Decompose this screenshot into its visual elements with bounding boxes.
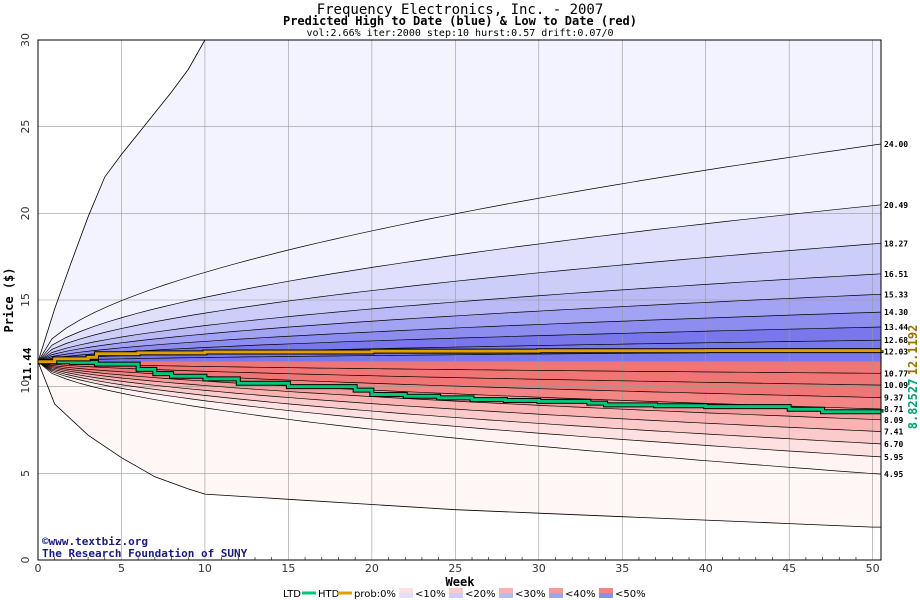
x-axis-label: Week <box>446 575 476 589</box>
band-end-label: 8.09 <box>884 416 903 425</box>
band-line <box>37 326 882 363</box>
legend-bin-swatch-low <box>599 588 613 593</box>
y-tick-label: 30 <box>19 33 32 47</box>
x-tick-label: 15 <box>281 562 295 575</box>
band-line <box>37 143 882 362</box>
x-tick-label: 5 <box>118 562 125 575</box>
band-end-label: 15.33 <box>884 290 908 299</box>
y-tick-label: 25 <box>19 120 32 134</box>
y-tick-label: 5 <box>19 470 32 477</box>
chart-title: Frequency Electronics, Inc. - 2007 <box>317 2 604 18</box>
chart-params: vol:2.66% iter:2000 step:10 hurst:0.57 d… <box>306 28 613 39</box>
band-line <box>37 361 882 432</box>
x-tick-label: 30 <box>532 562 546 575</box>
outer-high-line <box>37 39 206 362</box>
legend-bin-label: <40% <box>565 589 596 600</box>
band-line <box>37 361 882 475</box>
band-end-label: 12.03 <box>884 347 908 356</box>
band-line <box>37 273 882 362</box>
legend-bins: <10% <20% <30% <40% <50% <box>399 588 646 600</box>
legend-htd-label: HTD <box>318 589 340 600</box>
band-line <box>37 361 882 458</box>
x-tick-label: 35 <box>615 562 629 575</box>
current-high-label: 12.1192 <box>906 325 920 376</box>
band-line <box>37 204 882 362</box>
band-end-label: 13.44 <box>884 323 908 332</box>
x-tick-label: 20 <box>365 562 379 575</box>
band-line <box>37 242 882 362</box>
current-low-label: 8.82527 <box>906 379 920 430</box>
band-end-label: 14.30 <box>884 308 908 317</box>
band-line <box>37 311 882 363</box>
low-band-fill <box>38 361 881 374</box>
band-end-label: 18.27 <box>884 239 908 248</box>
band-line <box>37 361 882 374</box>
band-end-labels: 24.00 20.49 18.27 16.51 15.33 14.30 13.44 12.68… <box>884 140 908 479</box>
band-line <box>37 361 882 386</box>
legend-bin-swatch-high <box>599 593 613 598</box>
band-line <box>37 361 882 445</box>
band-end-label: 4.95 <box>884 470 903 479</box>
band-end-label: 8.71 <box>884 405 903 414</box>
band-end-label: 7.41 <box>884 428 903 437</box>
legend-bin-swatch-high <box>499 593 513 598</box>
legend-prob-label: prob:0% <box>354 589 396 600</box>
x-tick-label: 50 <box>866 562 880 575</box>
probability-bands <box>38 40 881 528</box>
credit-org: The Research Foundation of SUNY <box>42 547 248 560</box>
y-axis-label: Price ($) <box>2 267 16 332</box>
legend-bin-swatch-high <box>549 593 563 598</box>
plot-frame <box>37 39 882 561</box>
legend-bin-label: <50% <box>615 589 646 600</box>
x-tick-label: 40 <box>699 562 713 575</box>
series-ltd <box>38 360 883 414</box>
series-htd <box>38 349 883 364</box>
credit-url: ©www.textbiz.org <box>42 535 148 548</box>
legend-bin-swatch-high <box>449 593 463 598</box>
legend-bin-swatch-high <box>399 593 413 598</box>
band-line <box>37 293 882 363</box>
y-tick-label: 0 <box>19 557 32 564</box>
start-value-label: 11.44 <box>21 347 34 380</box>
band-line <box>37 361 882 421</box>
series-lines <box>38 348 884 415</box>
y-tick-label: 10 <box>19 380 32 394</box>
band-end-label: 10.77 <box>884 369 908 378</box>
axis-ticks: 0 5 10 15 20 25 30 35 40 45 50 0 5 10 15 20 25 30 <box>19 33 880 575</box>
legend-bin-swatch-low <box>499 588 513 593</box>
high-band-fill <box>38 351 881 362</box>
x-tick-label: 45 <box>782 562 796 575</box>
band-end-label: 10.09 <box>884 381 908 390</box>
band-end-label: 5.95 <box>884 453 903 462</box>
band-boundary-lines <box>37 39 882 528</box>
legend-bin-label: <10% <box>415 589 446 600</box>
legend-ltd-label: LTD <box>283 589 301 600</box>
legend-bin-swatch-low <box>399 588 413 593</box>
band-end-label: 12.68 <box>884 336 908 345</box>
x-tick-label: 0 <box>35 562 42 575</box>
chart-subtitle: Predicted High to Date (blue) & Low to D… <box>283 14 637 28</box>
legend-bin-swatch-low <box>449 588 463 593</box>
x-tick-label: 25 <box>448 562 462 575</box>
y-tick-label: 15 <box>19 293 32 307</box>
legend-bin-label: <20% <box>465 589 496 600</box>
legend: LTD HTD prob:0% <10% <20% <30% <40% <50% <box>283 588 646 600</box>
band-end-label: 16.51 <box>884 270 908 279</box>
band-end-label: 9.37 <box>884 394 903 403</box>
x-tick-label: 10 <box>198 562 212 575</box>
outer-low-line <box>37 361 881 528</box>
legend-bin-swatch-low <box>549 588 563 593</box>
band-end-label: 20.49 <box>884 201 908 210</box>
y-tick-label: 20 <box>19 206 32 220</box>
band-end-label: 24.00 <box>884 140 908 149</box>
legend-bin-label: <30% <box>515 589 546 600</box>
band-end-label: 6.70 <box>884 440 903 449</box>
